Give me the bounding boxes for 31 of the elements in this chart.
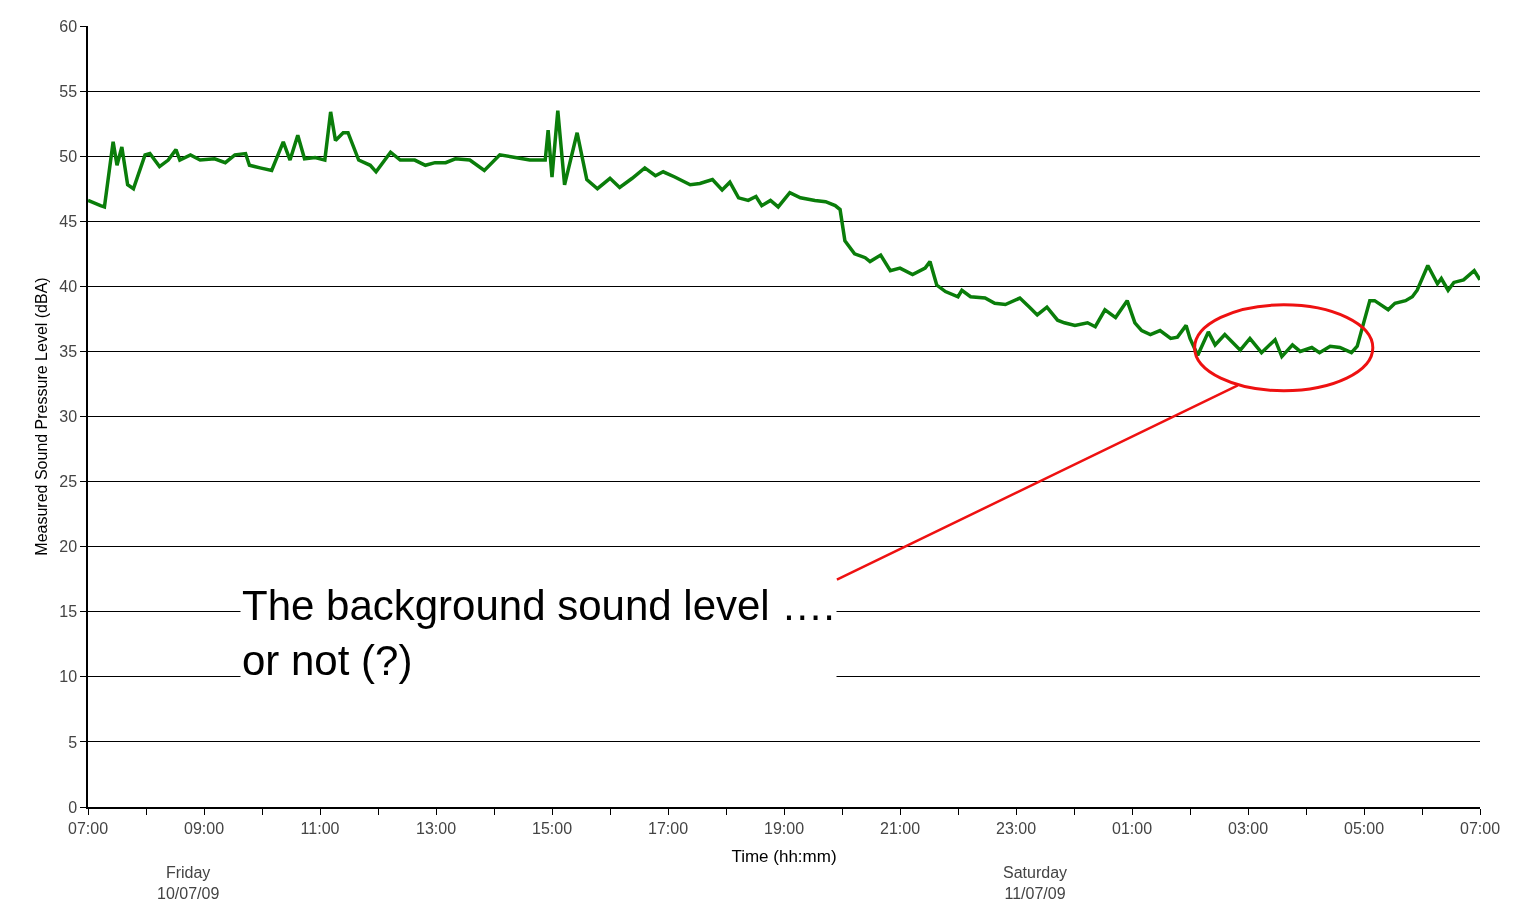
- y-tick-label: 50: [59, 147, 78, 165]
- x-tick-label: 11:00: [300, 819, 340, 837]
- x-tick-label: 21:00: [879, 819, 921, 837]
- y-tick-label: 0: [68, 798, 78, 816]
- y-tick-label: 25: [59, 473, 78, 491]
- y-tick-label: 40: [59, 277, 78, 295]
- x-tick-label: 19:00: [763, 819, 805, 837]
- x-tick-label: 05:00: [1343, 819, 1385, 837]
- x-tick-label: 23:00: [995, 819, 1037, 837]
- y-tick-label: 10: [59, 668, 78, 686]
- y-tick-label: 35: [59, 343, 78, 361]
- y-tick-label: 5: [68, 733, 78, 751]
- annotation: The background sound level …. or not (?): [242, 582, 836, 684]
- y-tick-label: 20: [59, 538, 78, 556]
- text: Friday 10/07/09: [157, 864, 220, 902]
- x-tick-label: 03:00: [1227, 819, 1269, 837]
- x-tick-label: 09:00: [183, 819, 225, 837]
- y-tick-label: 30: [59, 408, 78, 426]
- y-tick-label: 15: [59, 603, 78, 621]
- x-tick-label: 17:00: [647, 819, 689, 837]
- x-tick-label: 15:00: [531, 819, 573, 837]
- x-tick-label: 07:00: [67, 819, 109, 837]
- x-tick-label: 01:00: [1111, 819, 1153, 837]
- y-tick-label: 55: [59, 82, 78, 100]
- x-tick-label: 07:00: [1459, 819, 1501, 837]
- x-axis-title: Time (hh:mm): [731, 846, 837, 866]
- text: Saturday 11/07/09: [1003, 864, 1068, 902]
- y-axis-title: Measured Sound Pressure Level (dBA): [32, 277, 50, 556]
- y-tick-label: 60: [59, 17, 78, 35]
- x-tick-label: 13:00: [415, 819, 457, 837]
- y-tick-label: 45: [59, 212, 78, 230]
